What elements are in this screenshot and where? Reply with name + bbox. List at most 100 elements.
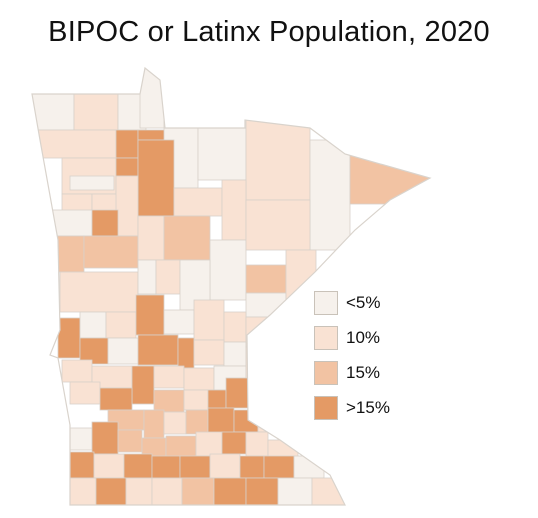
county-region <box>69 477 97 505</box>
county-region <box>57 317 81 359</box>
county-region <box>181 477 215 505</box>
county-region <box>117 429 143 453</box>
county-region <box>185 409 209 435</box>
county-region <box>245 431 269 457</box>
map-title: BIPOC or Latinx Population, 2020 <box>48 16 490 48</box>
county-region <box>269 316 311 343</box>
county-region <box>225 377 249 409</box>
county-region <box>131 365 155 405</box>
county-region <box>177 337 195 369</box>
county-region <box>125 477 153 505</box>
county-region <box>123 453 153 479</box>
county-region <box>207 389 227 411</box>
county-region <box>83 235 139 269</box>
county-region <box>209 239 247 301</box>
legend-label: >15% <box>346 397 390 417</box>
county-region <box>153 365 185 389</box>
county-region <box>32 93 75 131</box>
state-outline <box>31 66 432 506</box>
county-region <box>59 271 139 313</box>
county-region <box>163 215 211 261</box>
county-region <box>91 209 119 237</box>
county-region <box>153 389 185 413</box>
legend-label: 15% <box>346 362 381 382</box>
county-region <box>245 346 277 380</box>
county-region <box>137 259 157 295</box>
county-region <box>73 93 119 131</box>
county-region <box>247 379 277 411</box>
county-region <box>239 455 265 479</box>
county-region <box>213 477 247 505</box>
county-region <box>221 179 247 241</box>
county-region <box>277 477 313 505</box>
county-region <box>223 341 247 367</box>
county-region <box>61 193 93 213</box>
county-region <box>91 193 119 213</box>
county-region <box>55 235 85 273</box>
county-region <box>209 453 241 479</box>
legend-item: <5% <box>314 285 390 320</box>
county-region <box>151 477 183 505</box>
county-region <box>69 381 101 405</box>
county-region <box>151 455 181 479</box>
legend-label: <5% <box>346 292 381 312</box>
county-region <box>221 431 247 455</box>
legend-item: 15% <box>314 355 390 390</box>
county-region <box>107 337 139 365</box>
county-region <box>311 477 347 505</box>
county-region <box>163 411 187 435</box>
county-region <box>115 175 139 237</box>
county-region <box>69 427 93 451</box>
county-region <box>137 139 175 217</box>
county-region <box>91 421 119 455</box>
county-region <box>193 299 225 341</box>
county-region <box>245 199 311 251</box>
county-region <box>79 311 107 339</box>
county-region <box>69 451 95 479</box>
county-region <box>245 264 287 294</box>
county-region <box>137 129 169 141</box>
county-region <box>183 367 215 391</box>
legend-swatch <box>314 360 338 385</box>
county-region <box>155 259 181 295</box>
county-region <box>105 311 137 339</box>
county-region <box>61 359 93 383</box>
legend: <5% 10% 15% >15% <box>314 285 390 425</box>
county-region <box>69 175 115 191</box>
county-region <box>263 455 295 479</box>
county-region <box>115 129 139 159</box>
county-region <box>137 215 165 261</box>
county-region <box>193 339 225 366</box>
county-region <box>197 127 247 181</box>
county-region <box>349 153 430 205</box>
legend-label: 10% <box>346 327 381 347</box>
county-region <box>245 477 279 505</box>
county-region <box>95 477 127 505</box>
county-region <box>93 453 125 479</box>
county-region <box>99 387 133 411</box>
legend-item: >15% <box>314 390 390 425</box>
legend-swatch <box>314 325 338 350</box>
legend-swatch <box>314 395 338 420</box>
county-region <box>309 139 351 251</box>
county-region <box>163 309 195 335</box>
county-region <box>173 187 223 217</box>
county-region <box>233 409 259 433</box>
county-region <box>179 455 211 479</box>
county-region <box>137 334 179 366</box>
county-region <box>183 389 209 411</box>
county-region <box>165 435 197 459</box>
county-region <box>285 249 317 318</box>
county-region <box>277 414 309 444</box>
county-region <box>115 157 139 177</box>
county-region <box>143 409 165 439</box>
county-region <box>245 119 311 201</box>
county-region <box>32 129 117 159</box>
county-region <box>275 379 299 411</box>
county-region <box>223 311 247 343</box>
county-region <box>195 431 223 457</box>
county-region <box>135 294 165 336</box>
legend-swatch <box>314 290 338 315</box>
legend-item: 10% <box>314 320 390 355</box>
